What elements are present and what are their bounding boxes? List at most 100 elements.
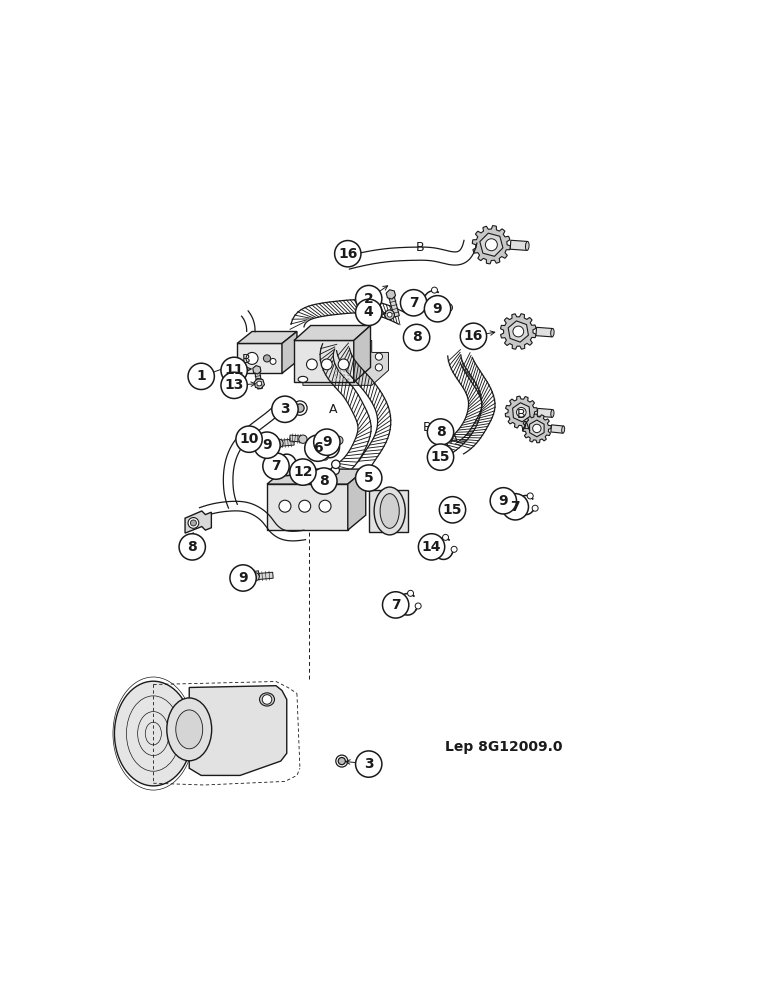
Circle shape: [439, 442, 448, 451]
Circle shape: [237, 573, 245, 581]
Circle shape: [262, 453, 290, 479]
Circle shape: [279, 500, 291, 512]
Polygon shape: [294, 326, 371, 340]
Circle shape: [460, 323, 486, 349]
Circle shape: [356, 751, 382, 777]
Circle shape: [451, 546, 457, 552]
Circle shape: [356, 465, 382, 491]
Circle shape: [413, 332, 422, 340]
Circle shape: [257, 381, 262, 386]
Text: A: A: [329, 403, 337, 416]
Circle shape: [188, 363, 215, 390]
Polygon shape: [294, 340, 354, 382]
Circle shape: [263, 355, 271, 362]
Text: 8: 8: [188, 540, 197, 554]
Circle shape: [527, 493, 533, 499]
Circle shape: [511, 495, 520, 503]
Circle shape: [334, 374, 337, 376]
Circle shape: [221, 357, 247, 384]
Circle shape: [339, 374, 341, 376]
Text: 7: 7: [271, 459, 281, 473]
Circle shape: [270, 358, 276, 364]
Circle shape: [332, 460, 340, 469]
Ellipse shape: [380, 494, 399, 528]
Ellipse shape: [176, 710, 203, 749]
Circle shape: [356, 299, 382, 326]
Circle shape: [347, 374, 350, 376]
Text: 15: 15: [442, 503, 462, 517]
Ellipse shape: [550, 329, 554, 337]
Circle shape: [334, 370, 337, 372]
Circle shape: [441, 298, 447, 304]
Polygon shape: [523, 414, 551, 443]
Text: 16: 16: [464, 329, 483, 343]
Text: 8: 8: [411, 330, 422, 344]
Text: 8: 8: [319, 474, 329, 488]
Polygon shape: [386, 290, 395, 299]
Circle shape: [415, 603, 422, 609]
Circle shape: [428, 419, 454, 445]
Text: 5: 5: [364, 471, 374, 485]
Circle shape: [532, 505, 538, 511]
Circle shape: [343, 374, 345, 376]
Circle shape: [254, 432, 280, 458]
Text: 3: 3: [364, 757, 374, 771]
Circle shape: [339, 370, 341, 372]
Text: 9: 9: [433, 302, 442, 316]
Circle shape: [375, 353, 382, 360]
Circle shape: [319, 500, 331, 512]
Polygon shape: [290, 435, 303, 442]
Polygon shape: [348, 469, 366, 530]
Text: 14: 14: [422, 540, 442, 554]
Circle shape: [408, 590, 414, 596]
Circle shape: [299, 500, 310, 512]
Polygon shape: [267, 484, 348, 530]
Circle shape: [299, 435, 307, 443]
Circle shape: [339, 378, 341, 381]
Text: 2: 2: [364, 292, 374, 306]
Text: 11: 11: [225, 363, 244, 377]
Text: A: A: [450, 433, 459, 446]
Circle shape: [388, 312, 392, 317]
Polygon shape: [500, 314, 536, 349]
Ellipse shape: [526, 241, 529, 250]
Circle shape: [331, 466, 340, 474]
Text: Lep 8G12009.0: Lep 8G12009.0: [445, 740, 562, 754]
Circle shape: [343, 370, 345, 372]
Circle shape: [251, 573, 259, 581]
Circle shape: [322, 454, 328, 460]
Polygon shape: [282, 331, 297, 373]
Polygon shape: [536, 327, 553, 337]
Circle shape: [442, 534, 449, 540]
Polygon shape: [252, 366, 261, 374]
Circle shape: [486, 239, 497, 251]
Polygon shape: [537, 408, 553, 417]
Polygon shape: [189, 686, 286, 775]
Circle shape: [293, 401, 307, 415]
Text: 7: 7: [409, 296, 418, 310]
Circle shape: [347, 378, 350, 381]
Ellipse shape: [259, 693, 275, 706]
Polygon shape: [323, 436, 339, 443]
Text: B: B: [415, 241, 424, 254]
Text: B: B: [242, 353, 250, 366]
Text: B: B: [517, 408, 526, 421]
Circle shape: [502, 494, 529, 520]
Text: 9: 9: [322, 435, 332, 449]
Text: 4: 4: [364, 305, 374, 319]
Ellipse shape: [374, 487, 405, 535]
Circle shape: [246, 352, 258, 364]
Circle shape: [296, 404, 304, 412]
Circle shape: [432, 287, 438, 293]
Circle shape: [334, 241, 361, 267]
Circle shape: [347, 370, 350, 372]
Text: 7: 7: [391, 598, 401, 612]
Circle shape: [338, 757, 345, 765]
Text: 10: 10: [239, 432, 259, 446]
Circle shape: [338, 359, 349, 370]
Text: 13: 13: [225, 378, 244, 392]
Circle shape: [321, 359, 332, 370]
Circle shape: [490, 488, 516, 514]
Circle shape: [221, 372, 247, 399]
Text: 6: 6: [313, 441, 323, 455]
